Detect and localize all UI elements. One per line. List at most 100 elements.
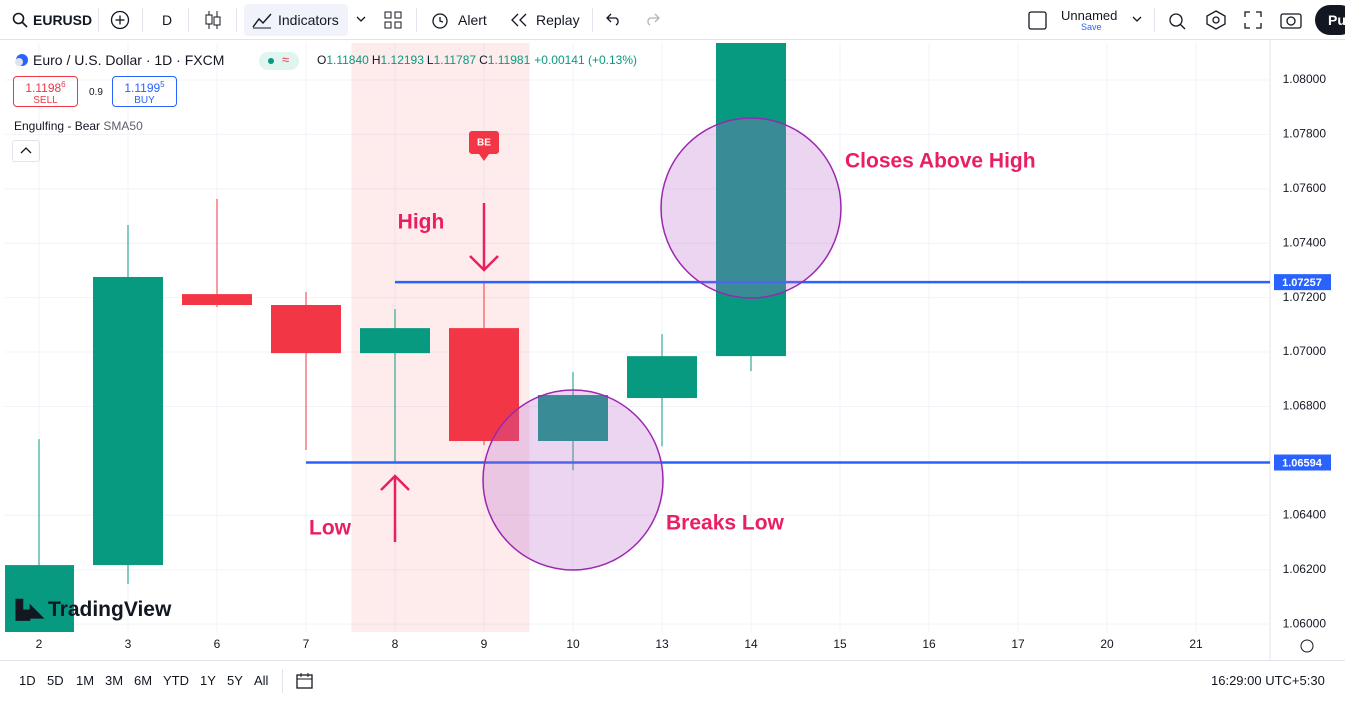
redo[interactable] bbox=[644, 12, 660, 26]
collapse-button[interactable] bbox=[12, 140, 40, 162]
indicators[interactable]: Indicators bbox=[278, 12, 339, 28]
signal-marker bbox=[469, 131, 499, 161]
indicator-legend: Engulfing - Bear SMA50 bbox=[14, 119, 143, 133]
ohlc-value: 1.12193 bbox=[380, 53, 424, 67]
y-tick-label: 1.07800 bbox=[1283, 127, 1327, 141]
price-label: 1.06594 bbox=[1282, 457, 1323, 469]
clock: 16:29:00 UTC+5:30 bbox=[1211, 673, 1325, 688]
y-tick-label: 1.07000 bbox=[1283, 344, 1327, 358]
flag-icon bbox=[15, 54, 28, 66]
candle-body bbox=[538, 395, 608, 442]
sell-label: SELL bbox=[33, 95, 58, 106]
signal-label: BE bbox=[477, 138, 491, 149]
x-tick-label: 16 bbox=[922, 637, 936, 651]
ohlc-key: H bbox=[371, 53, 381, 67]
highlight-circle bbox=[660, 117, 842, 299]
range-button[interactable]: 5Y bbox=[227, 673, 243, 688]
bottom-toolbar: 16:29:00 UTC+5:30 1D 5D 1M 3M 6M YTD 1Y 5Y All bbox=[0, 660, 1345, 702]
separator bbox=[1154, 8, 1155, 32]
goto-date[interactable] bbox=[295, 671, 315, 691]
candle-body bbox=[627, 356, 697, 399]
buy-button[interactable]: 1.11995 BUY bbox=[112, 76, 177, 107]
x-tick-label: 20 bbox=[1100, 637, 1114, 651]
snapshot[interactable] bbox=[1280, 10, 1302, 30]
ohlc-change: +0.00141 (+0.13%) bbox=[534, 53, 638, 67]
buy-price: 1.1199 bbox=[124, 81, 161, 95]
indicator-param: SMA50 bbox=[103, 119, 143, 133]
interval[interactable]: D bbox=[162, 12, 173, 28]
candles bbox=[5, 43, 786, 632]
price-label-bg bbox=[1274, 274, 1331, 291]
spread: 0.9 bbox=[89, 87, 103, 98]
chevron[interactable] bbox=[356, 16, 366, 24]
alert[interactable]: Alert bbox=[458, 12, 487, 28]
chart-type[interactable] bbox=[204, 10, 222, 30]
y-tick-label: 1.06200 bbox=[1283, 562, 1327, 576]
indicators-button[interactable] bbox=[244, 4, 348, 36]
range-button[interactable]: 1Y bbox=[200, 673, 216, 688]
candle-body bbox=[93, 276, 163, 566]
x-tick-label: 6 bbox=[214, 637, 221, 651]
arrow-up bbox=[380, 474, 410, 542]
range-button[interactable]: All bbox=[254, 673, 269, 688]
symbol-title: Euro / U.S. Dollar · 1D · FXCM bbox=[33, 52, 225, 68]
price-label: 1.07257 bbox=[1282, 277, 1322, 289]
settings[interactable] bbox=[1205, 10, 1227, 30]
range-button[interactable]: 3M bbox=[105, 673, 124, 688]
y-tick-label: 1.07200 bbox=[1283, 290, 1327, 304]
range-button[interactable]: 5D bbox=[47, 673, 64, 688]
range-button[interactable]: 1D bbox=[19, 673, 36, 688]
arrow-down bbox=[469, 203, 499, 272]
ohlc-key: L bbox=[426, 53, 434, 67]
x-tick-label: 13 bbox=[655, 637, 669, 651]
range-button[interactable]: 1M bbox=[76, 673, 95, 688]
ohlc-value: 1.11981 bbox=[487, 53, 531, 67]
y-tick-label: 1.06400 bbox=[1283, 507, 1327, 521]
x-tick-label: 10 bbox=[566, 637, 580, 651]
x-tick-label: 15 bbox=[833, 637, 847, 651]
candle-body bbox=[716, 43, 786, 357]
fullscreen[interactable] bbox=[1244, 11, 1262, 29]
layout-checkbox[interactable] bbox=[1028, 11, 1048, 31]
symbol[interactable]: EURUSD bbox=[33, 12, 93, 28]
top-toolbar: EURUSD D Indicators Alert Replay Unnamed… bbox=[0, 0, 1345, 40]
replay[interactable]: Replay bbox=[536, 12, 580, 28]
indicator-name: Engulfing - Bear bbox=[14, 119, 101, 133]
candle-body bbox=[271, 304, 341, 354]
candle-body bbox=[5, 565, 74, 632]
x-tick-label: 8 bbox=[392, 637, 399, 651]
sell-button[interactable]: 1.11986 SELL bbox=[13, 76, 78, 107]
indicators-icon bbox=[252, 13, 272, 29]
ohlc-values: O1.11840 H1.12193 L1.11787 C1.11981 +0.00141… bbox=[314, 53, 637, 67]
range-button[interactable]: YTD bbox=[163, 673, 189, 688]
x-tick-label: 9 bbox=[481, 637, 488, 651]
separator bbox=[188, 8, 189, 32]
save[interactable]: Save bbox=[1081, 22, 1102, 32]
publish[interactable]: Pu bbox=[1328, 12, 1345, 28]
add-symbol[interactable] bbox=[110, 10, 130, 30]
watermark: ▙◣ TradingView bbox=[16, 598, 172, 621]
publish-button[interactable] bbox=[1315, 5, 1345, 35]
x-tick-label: 17 bbox=[1011, 637, 1025, 651]
axis-settings[interactable] bbox=[1300, 639, 1314, 653]
x-tick-label: 7 bbox=[303, 637, 310, 651]
annotation: Closes Above High bbox=[845, 150, 1036, 173]
sell-price: 1.1198 bbox=[25, 81, 62, 95]
annotation: Low bbox=[309, 517, 352, 540]
x-tick-label: 14 bbox=[744, 637, 758, 651]
sell-pip: 6 bbox=[61, 80, 66, 89]
range-button[interactable]: 6M bbox=[134, 673, 153, 688]
candle-body bbox=[449, 328, 519, 442]
layout-name[interactable]: Unnamed bbox=[1061, 8, 1118, 23]
y-tick-label: 1.08000 bbox=[1283, 72, 1327, 86]
undo[interactable] bbox=[606, 12, 622, 26]
ohlc-key: O bbox=[317, 53, 327, 67]
quick-search[interactable] bbox=[1167, 9, 1187, 31]
separator bbox=[142, 8, 143, 32]
replay-icon bbox=[511, 13, 527, 27]
separator bbox=[236, 8, 237, 32]
search-icon[interactable] bbox=[12, 12, 28, 28]
chevron[interactable] bbox=[1132, 16, 1142, 24]
templates-icon[interactable] bbox=[384, 11, 402, 29]
